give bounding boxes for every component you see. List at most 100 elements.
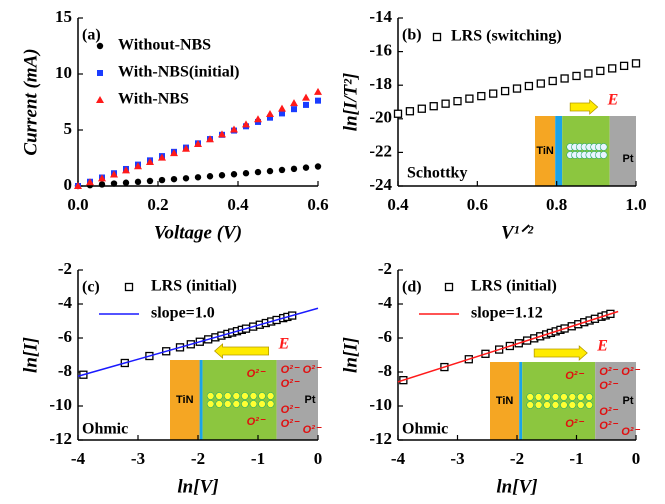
x-tick-label: 0 xyxy=(632,449,641,468)
inset-vacancy xyxy=(207,401,214,408)
inset-vacancy xyxy=(233,401,240,408)
legend-label: With-NBS xyxy=(118,91,189,108)
inset-interface xyxy=(519,362,522,440)
point xyxy=(573,72,580,79)
point xyxy=(315,98,321,104)
y-tick-label: -10 xyxy=(49,395,72,414)
x-tick-label: -1 xyxy=(251,449,265,468)
inset-label: TiN xyxy=(536,145,554,157)
inset-ion: O²⁻ xyxy=(281,364,300,376)
inset-ion: O²⁻ xyxy=(281,404,300,416)
inset-label: Pt xyxy=(623,395,634,407)
inset-vacancy xyxy=(577,402,584,409)
y-tick-label: -12 xyxy=(49,429,72,448)
inset-vacancy xyxy=(600,144,607,151)
inset-interface xyxy=(555,116,562,186)
inset-oxide xyxy=(562,116,609,186)
inset-ion: O²⁻ xyxy=(303,424,322,436)
inset-vacancy xyxy=(224,393,231,400)
y-tick-label: -8 xyxy=(378,361,392,380)
y-axis-label: ln[I/T²] xyxy=(340,73,361,131)
inset-arrow xyxy=(534,346,587,360)
inset-ion: O²⁻ xyxy=(599,366,618,378)
inset-label: TiN xyxy=(176,394,194,406)
point xyxy=(278,105,286,112)
point xyxy=(609,65,616,72)
legend-label: LRS (initial) xyxy=(151,278,237,295)
point xyxy=(561,75,568,82)
y-tick-label: -2 xyxy=(58,259,72,278)
point xyxy=(266,110,274,117)
x-tick-label: -4 xyxy=(391,449,406,468)
point xyxy=(537,80,544,87)
inset-ion: O²⁻ xyxy=(599,380,618,392)
x-axis-label: ln[V] xyxy=(496,476,537,497)
point xyxy=(585,70,592,77)
y-tick-label: -18 xyxy=(369,74,392,93)
figure: 0.00.20.40.6051015Voltage (V)Current (mA… xyxy=(0,0,665,504)
point xyxy=(291,166,297,172)
legend-marker xyxy=(446,284,453,291)
inset-vacancy xyxy=(535,402,542,409)
point xyxy=(243,170,249,176)
panel-label: (a) xyxy=(82,27,101,44)
inset-vacancy xyxy=(586,394,593,401)
inset-oxide xyxy=(203,360,277,440)
inset-vacancy xyxy=(267,401,274,408)
inset-vacancy xyxy=(216,393,223,400)
x-axis-label: ln[V] xyxy=(177,476,218,497)
inset-vacancy xyxy=(250,393,257,400)
inset-vacancy xyxy=(241,401,248,408)
point xyxy=(525,83,532,90)
point xyxy=(207,173,213,179)
inset-ion: O²⁻ xyxy=(281,418,300,430)
point xyxy=(290,99,298,106)
point xyxy=(171,176,177,182)
point xyxy=(147,178,153,184)
inset-vacancy xyxy=(207,393,214,400)
point xyxy=(442,100,449,107)
inset-vacancy xyxy=(241,393,248,400)
y-axis-label: ln[I] xyxy=(20,337,41,373)
x-tick-label: 0 xyxy=(314,449,323,468)
legend-label: LRS (switching) xyxy=(451,28,562,45)
annotation: Ohmic xyxy=(402,421,448,438)
inset-vacancy xyxy=(600,152,607,159)
inset-vacancy xyxy=(569,394,576,401)
point xyxy=(430,103,437,110)
annotation: Ohmic xyxy=(82,421,128,438)
inset-vacancy xyxy=(527,394,534,401)
inset-electrode xyxy=(610,116,636,186)
y-tick-label: -6 xyxy=(58,327,72,346)
panel-label: (d) xyxy=(402,279,422,296)
point xyxy=(159,177,165,183)
inset-label: TiN xyxy=(496,395,514,407)
inset-vacancy xyxy=(552,394,559,401)
y-axis-label: Current (mA) xyxy=(20,48,41,155)
x-tick-label: 0.6 xyxy=(307,195,328,214)
legend-marker xyxy=(96,96,104,103)
panel-label: (c) xyxy=(82,279,100,296)
inset-ion: O²⁻ xyxy=(621,426,640,438)
y-tick-label: -16 xyxy=(369,41,392,60)
point xyxy=(183,175,189,181)
point xyxy=(302,94,310,101)
point xyxy=(267,168,273,174)
x-tick-label: 0.0 xyxy=(67,195,88,214)
x-tick-label: 0.4 xyxy=(387,195,409,214)
x-tick-label: 0.2 xyxy=(147,195,168,214)
x-tick-label: -3 xyxy=(450,449,464,468)
point xyxy=(418,105,425,112)
point xyxy=(219,172,225,178)
inset-vacancy xyxy=(535,394,542,401)
point xyxy=(303,102,309,108)
inset-vacancy xyxy=(552,402,559,409)
inset-vacancy xyxy=(259,401,266,408)
x-axis-label: Voltage (V) xyxy=(154,222,242,243)
inset-oxide xyxy=(522,362,595,440)
inset-interface xyxy=(200,360,203,440)
point xyxy=(478,93,485,100)
x-tick-label: -4 xyxy=(71,449,86,468)
inset-label: Pt xyxy=(623,153,634,165)
inset-vacancy xyxy=(267,393,274,400)
